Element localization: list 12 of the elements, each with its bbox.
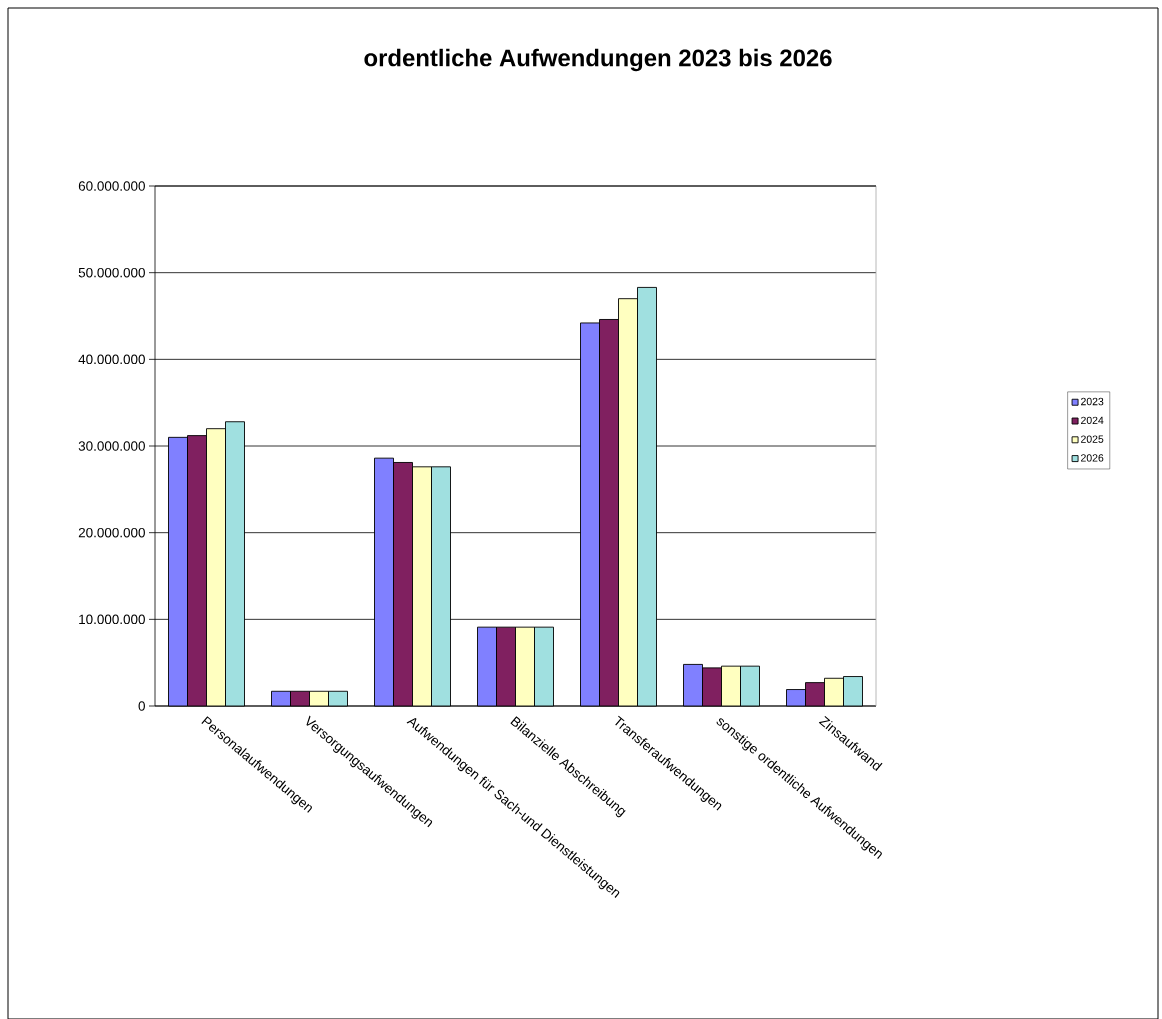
chart-title: ordentliche Aufwendungen 2023 bis 2026 (364, 48, 832, 72)
legend-label: 2026 (1081, 454, 1104, 462)
y-tick-label: 30.000.000 (78, 441, 145, 451)
y-tick-label: 60.000.000 (78, 181, 145, 191)
y-tick-label: 50.000.000 (78, 267, 145, 278)
legend-label: 2025 (1081, 435, 1104, 443)
legend-label: 2024 (1081, 416, 1104, 425)
y-tick-label: 20.000.000 (78, 527, 145, 538)
y-tick-label: 40.000.000 (78, 354, 145, 365)
y-tick-label: 0 (138, 701, 145, 711)
legend-label: 2023 (1081, 397, 1104, 406)
y-tick-label: 10.000.000 (79, 614, 145, 625)
